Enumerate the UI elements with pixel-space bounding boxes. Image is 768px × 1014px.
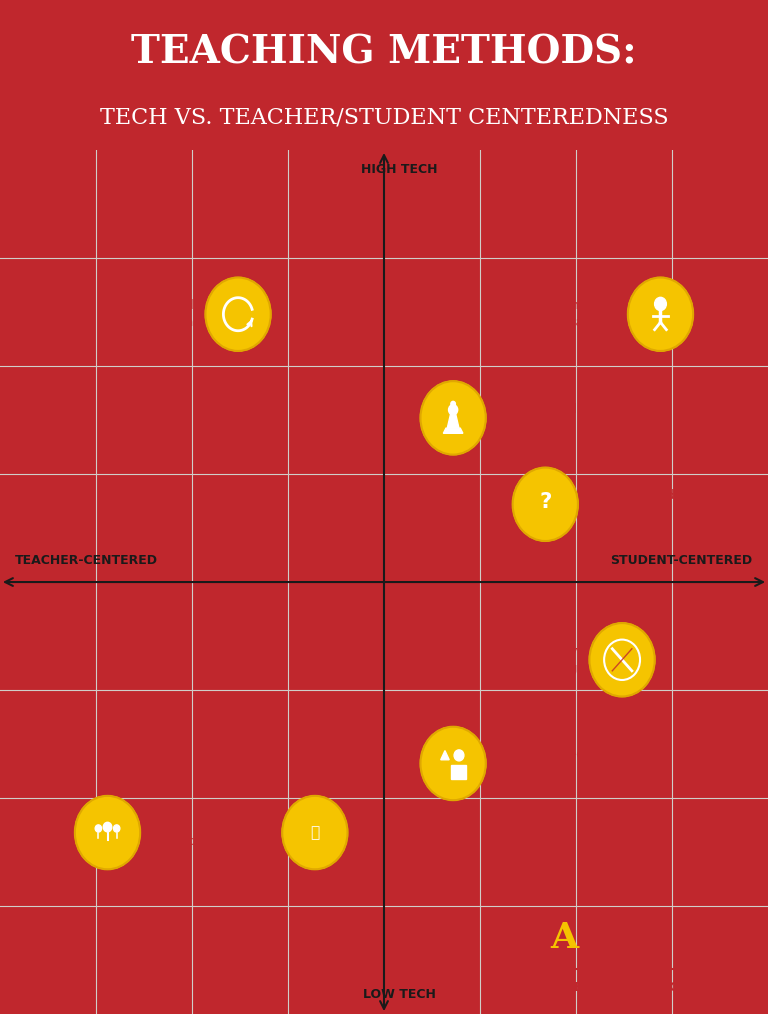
- Circle shape: [283, 796, 347, 869]
- Text: Differentiated
Instruction: Differentiated Instruction: [498, 748, 584, 779]
- Circle shape: [421, 381, 485, 454]
- Text: Game-based
Learning: Game-based Learning: [498, 403, 577, 433]
- Circle shape: [449, 405, 458, 415]
- Polygon shape: [443, 428, 463, 433]
- Circle shape: [589, 623, 654, 697]
- Circle shape: [628, 278, 693, 351]
- Text: A: A: [551, 921, 579, 955]
- Text: TECH VS. TEACHER/STUDENT CENTEREDNESS: TECH VS. TEACHER/STUDENT CENTEREDNESS: [100, 106, 668, 128]
- Text: Inquiry-based
Learning: Inquiry-based Learning: [590, 490, 675, 519]
- Circle shape: [421, 727, 485, 800]
- Text: CH: CH: [592, 921, 655, 955]
- Circle shape: [451, 402, 455, 407]
- Text: Flipped
Classroom: Flipped Classroom: [129, 299, 194, 330]
- Polygon shape: [441, 750, 449, 759]
- Text: LOW TECH: LOW TECH: [363, 988, 435, 1001]
- Circle shape: [103, 822, 112, 831]
- Circle shape: [513, 467, 578, 541]
- Text: STUDENT-CENTERED: STUDENT-CENTERED: [611, 554, 753, 567]
- Text: Direct
Instruction: Direct Instruction: [152, 817, 218, 848]
- Circle shape: [454, 750, 464, 760]
- Circle shape: [114, 824, 120, 832]
- Circle shape: [95, 824, 101, 832]
- Text: HIGH TECH: HIGH TECH: [361, 163, 438, 176]
- Text: ✋: ✋: [310, 825, 319, 840]
- Text: TE: TE: [498, 921, 553, 955]
- Text: Personalized
Learning: Personalized Learning: [538, 299, 616, 330]
- Circle shape: [74, 796, 140, 869]
- Text: ?: ?: [539, 493, 551, 512]
- Text: Expeditionary
Learning: Expeditionary Learning: [492, 645, 578, 674]
- Text: TEACHING METHODS:: TEACHING METHODS:: [131, 33, 637, 72]
- Polygon shape: [447, 414, 459, 428]
- Text: TEACHER-CENTERED: TEACHER-CENTERED: [15, 554, 158, 567]
- Circle shape: [205, 278, 270, 351]
- Polygon shape: [452, 766, 465, 779]
- Text: MAKE A DIFFERENCE: MAKE A DIFFERENCE: [542, 981, 687, 994]
- Circle shape: [654, 297, 667, 310]
- Text: Kinesthetic
Learning: Kinesthetic Learning: [201, 817, 270, 848]
